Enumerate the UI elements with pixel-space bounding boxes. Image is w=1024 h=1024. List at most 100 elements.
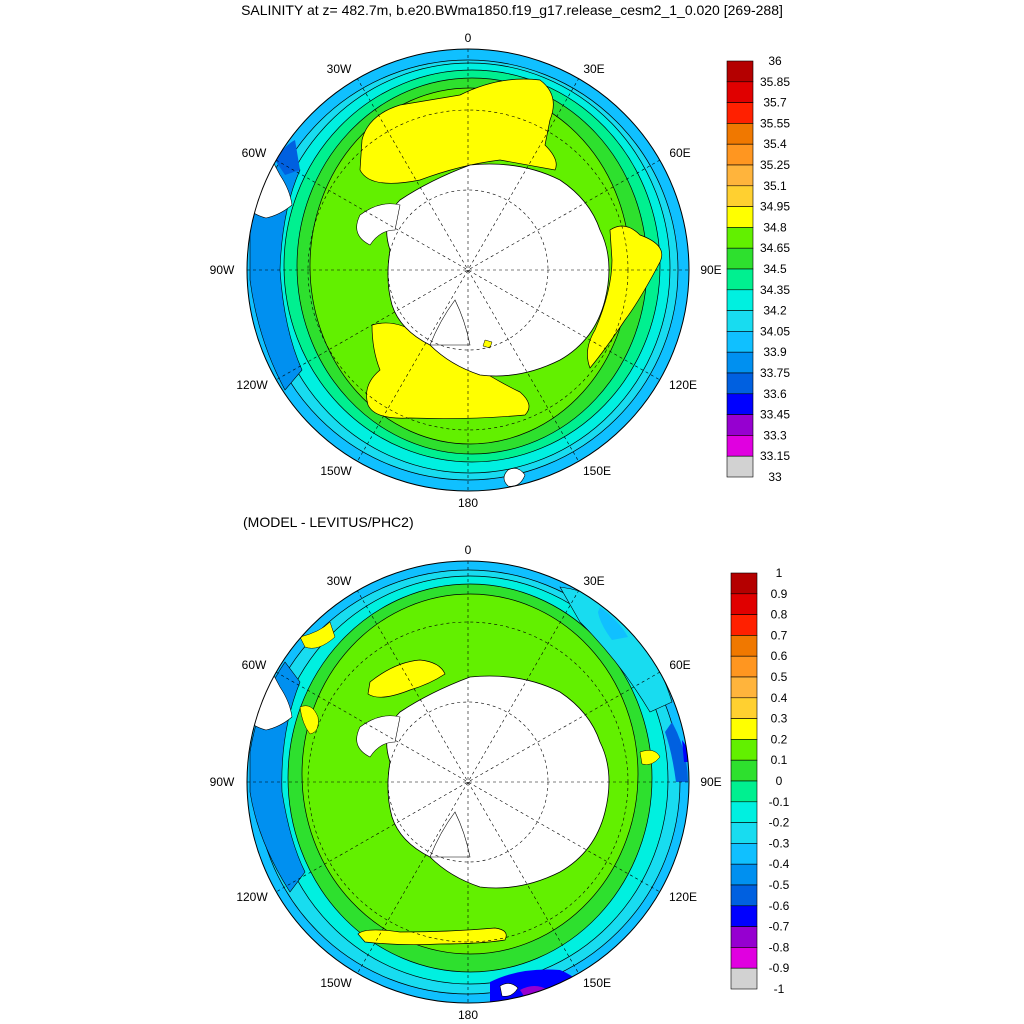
bottom-colorbar-label: -1 <box>774 982 785 996</box>
bottom-colorbar-label: 0.4 <box>771 691 788 705</box>
bottom-yellow-pacific <box>357 927 507 946</box>
top-colorbar-label: 33.3 <box>763 428 787 442</box>
bottom-lon-label: 150E <box>583 976 611 990</box>
top-colorbar-swatch <box>726 123 754 145</box>
top-colorbar-label: 33.45 <box>760 408 790 422</box>
top-colorbar-label: 34.95 <box>760 200 790 214</box>
top-colorbar-label: 35.1 <box>763 179 787 193</box>
top-yellow-atlantic <box>359 78 557 184</box>
top-colorbar-label: 34.05 <box>760 324 790 338</box>
top-lon-label: 150W <box>320 464 352 478</box>
top-map-panel: 0 30E 60E 90E 120E 150E 180 150W 120W 90… <box>210 31 791 510</box>
bottom-lon-label: 120E <box>669 890 697 904</box>
bottom-colorbar-swatch <box>730 697 758 719</box>
top-colorbar-label: 33.9 <box>763 345 787 359</box>
bottom-lon-label: 180 <box>458 1008 478 1022</box>
top-lon-label: 30E <box>583 62 604 76</box>
top-colorbar-swatch <box>726 372 754 395</box>
bottom-colorbar-swatch <box>730 635 758 657</box>
top-colorbar-label: 34.8 <box>763 220 787 234</box>
bottom-colorbar-swatch <box>730 759 758 782</box>
bottom-lon-label: 60W <box>242 658 267 672</box>
top-yellow-indian <box>587 225 663 369</box>
top-colorbar-label: 33.15 <box>760 449 790 463</box>
top-colorbar-label: 33.6 <box>763 387 787 401</box>
top-lon-label: 120E <box>669 378 697 392</box>
bottom-colorbar-label: -0.8 <box>769 940 790 954</box>
top-lon-label: 30W <box>327 62 352 76</box>
top-colorbar-label: 34.65 <box>760 241 790 255</box>
top-colorbar-label: 35.55 <box>760 116 790 130</box>
top-colorbar-swatch <box>726 81 754 103</box>
bottom-colorbar-swatch <box>730 926 758 948</box>
top-colorbar-swatch <box>726 455 754 478</box>
bottom-colorbar-label: -0.6 <box>769 899 790 913</box>
top-colorbar-swatch <box>726 393 754 415</box>
bottom-colorbar-label: 0.6 <box>771 649 788 663</box>
bottom-colorbar-swatch <box>730 655 758 678</box>
bottom-colorbar-swatch <box>730 739 758 761</box>
top-colorbar-swatch <box>726 435 754 457</box>
bottom-map-panel: 0 30E 60E 90E 120E 150E 180 150W 120W 90… <box>0 512 1024 1024</box>
top-colorbar-swatch <box>726 185 754 207</box>
top-lon-label: 120W <box>236 378 268 392</box>
bottom-yellow-atlantic <box>367 659 446 698</box>
bottom-colorbar-label: 0.9 <box>771 587 788 601</box>
top-colorbar-swatch <box>726 164 754 187</box>
bottom-colorbar-label: 0 <box>776 774 783 788</box>
bottom-colorbar-swatch <box>730 780 758 803</box>
bottom-colorbar-label: -0.7 <box>769 920 790 934</box>
top-colorbar: 36 35.85 35.7 35.55 35.4 35.25 35.1 34.95 34.8 34… <box>726 54 790 484</box>
bottom-colorbar: 1 0.9 0.8 0.7 0.6 0.5 0.4 0.3 0.2 0.1 0 -0.1 -0.2 -0.… <box>730 566 790 996</box>
top-lon-label: 0 <box>465 31 472 45</box>
top-colorbar-swatch <box>726 206 754 228</box>
top-colorbar-swatch <box>726 310 754 332</box>
bottom-colorbar-swatch <box>730 947 758 969</box>
bottom-lon-label: 60E <box>669 658 690 672</box>
bottom-lon-label: 150W <box>320 976 352 990</box>
top-lon-label: 90E <box>700 263 721 277</box>
top-lon-label: 60E <box>669 146 690 160</box>
bottom-lon-label: 90W <box>210 775 235 789</box>
top-lon-label: 90W <box>210 263 235 277</box>
bottom-colorbar-swatch <box>730 801 758 823</box>
bottom-colorbar-swatch <box>730 676 758 699</box>
bottom-colorbar-swatch <box>730 822 758 844</box>
bottom-colorbar-swatch <box>730 843 758 865</box>
bottom-map-title: (MODEL - LEVITUS/PHC2) <box>243 514 414 530</box>
top-colorbar-label: 35.25 <box>760 158 790 172</box>
top-colorbar-swatch <box>726 143 754 166</box>
top-colorbar-label: 34.35 <box>760 283 790 297</box>
top-colorbar-label: 34.2 <box>763 304 787 318</box>
bottom-lon-label: 90E <box>700 775 721 789</box>
bottom-colorbar-label: 0.2 <box>771 732 788 746</box>
top-colorbar-swatch <box>726 227 754 249</box>
bottom-colorbar-label: 0.5 <box>771 670 788 684</box>
top-colorbar-label: 33 <box>768 470 782 484</box>
top-map-svg: 0 30E 60E 90E 120E 150E 180 150W 120W 90… <box>210 31 791 510</box>
top-colorbar-swatch <box>726 289 754 311</box>
bottom-map-field <box>247 561 689 1003</box>
bottom-colorbar-swatch <box>730 614 758 636</box>
top-colorbar-swatch <box>726 247 754 270</box>
bottom-colorbar-swatch <box>730 718 758 740</box>
top-colorbar-label: 35.7 <box>763 96 787 110</box>
top-lon-label: 180 <box>458 496 478 510</box>
top-colorbar-swatch <box>726 351 754 374</box>
bottom-colorbar-label: -0.4 <box>769 857 790 871</box>
bottom-lon-label: 30W <box>327 574 352 588</box>
bottom-colorbar-label: -0.9 <box>769 961 790 975</box>
top-lon-label: 60W <box>242 146 267 160</box>
bottom-colorbar-label: -0.1 <box>769 795 790 809</box>
top-colorbar-label: 33.75 <box>760 366 790 380</box>
bottom-lon-label: 0 <box>465 543 472 557</box>
bottom-colorbar-swatch <box>730 593 758 615</box>
bottom-colorbar-label: 1 <box>776 566 783 580</box>
bottom-map-svg: 0 30E 60E 90E 120E 150E 180 150W 120W 90… <box>210 543 790 1022</box>
bottom-colorbar-label: 0.8 <box>771 608 788 622</box>
top-colorbar-swatch <box>726 60 754 83</box>
bottom-colorbar-swatch <box>730 884 758 907</box>
top-lon-label: 150E <box>583 464 611 478</box>
top-colorbar-label: 36 <box>768 54 782 68</box>
bottom-colorbar-label: -0.5 <box>769 878 790 892</box>
